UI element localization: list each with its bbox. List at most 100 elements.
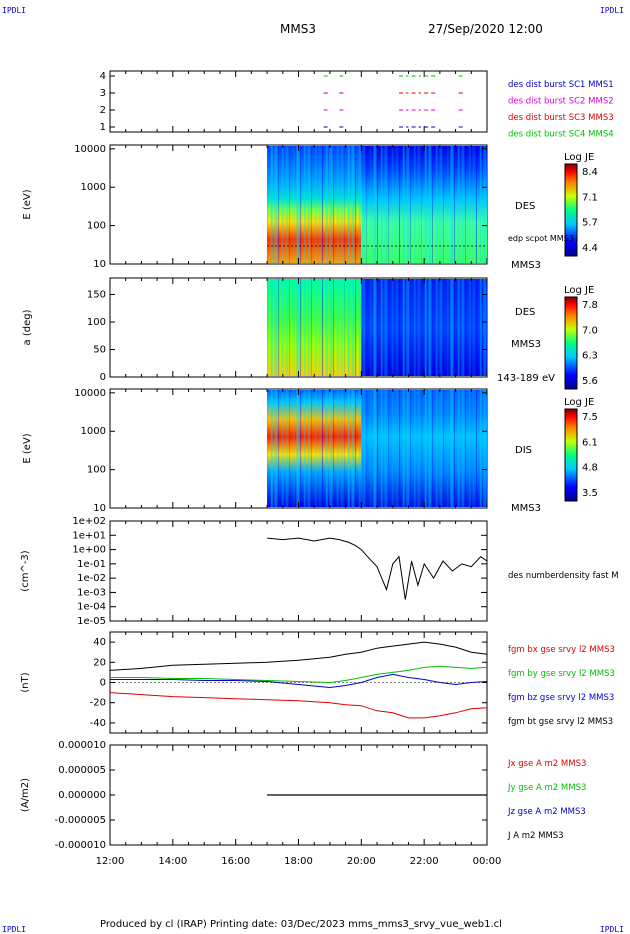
heatmap-streak [274,146,278,263]
heatmap-streak [446,146,449,263]
time-axis-label: 16:00 [221,856,250,867]
heatmap-streak [380,390,383,507]
heatmap-streak [476,146,478,263]
heatmap-streak [388,279,390,376]
heatmap-streak [417,146,421,263]
bfield-legend-item: fgm by gse srvy l2 MMS3 [508,669,615,679]
heatmap-streak [318,279,322,376]
heatmap-ytick-label: 100 [87,465,106,476]
heatmap-streak [296,279,300,376]
heatmap-streak [413,390,416,507]
bfield-ytick-label: 40 [93,637,106,648]
heatmap-ytick-label: 10000 [74,144,106,155]
density-ytick-label: 1e-01 [77,559,106,570]
heatmap-streak [432,390,434,507]
time-axis-label: 22:00 [410,856,439,867]
heatmap-streak [373,146,377,263]
dis-label: DIS [515,445,532,456]
heatmap-streak [329,390,333,507]
heatmap-streak [424,279,427,376]
plot-canvas: 1 2 3 4 des dist burst SC1 MMS1 des dist burs… [20,70,619,867]
heatmap-streak [428,279,432,376]
time-axis-label: 00:00 [473,856,502,867]
burst-panel-frame [109,70,488,133]
heatmap-streak [300,390,302,507]
heatmap-streak [446,279,449,376]
heatmap-streak [355,390,357,507]
heatmap-streak [395,279,399,376]
current-ytick-label: 0.000000 [58,790,106,801]
heatmap-streak [314,390,317,507]
datetime-title: 27/Sep/2020 12:00 [428,22,543,36]
heatmap-streak [421,146,423,263]
heatmap-streak [289,279,291,376]
bfield-legend-item: fgm bx gse srvy l2 MMS3 [508,645,615,655]
pa-energy-label: 143-189 eV [497,373,555,384]
time-axis-label: 18:00 [284,856,313,867]
heatmap-streak [307,146,311,263]
dis-mms3-label: MMS3 [511,503,541,514]
heatmap-streak [439,146,443,263]
heatmap-streak [465,390,467,507]
heatmap-streak [413,146,416,263]
heatmap-streak [270,146,273,263]
heatmap-streak [468,279,471,376]
heatmap-streak [344,279,346,376]
colorbar [564,408,578,502]
current-legend-item: Jx gse A m2 MMS3 [507,759,586,769]
heatmap-streak [439,390,443,507]
heatmap-streak [267,390,269,507]
heatmap-streak [307,390,311,507]
heatmap-ytick-label: 1000 [81,426,106,437]
heatmap-ytick-label: 10 [93,503,106,514]
density-ytick-label: 1e-03 [77,587,106,598]
heatmap-streak [479,146,482,263]
heatmap-streak [300,146,302,263]
heatmap-ytick-label: 150 [87,290,106,301]
burst-ytick-label: 1 [100,122,106,133]
heatmap-streak [443,390,445,507]
time-axis-label: 12:00 [96,856,125,867]
heatmap-streak [435,146,438,263]
current-ytick-label: 0.000010 [58,740,106,751]
colorbar-tick-label: 4.4 [582,243,598,254]
heatmap-streak [281,279,284,376]
heatmap-streak [402,146,405,263]
heatmap-streak [402,279,405,376]
heatmap-streak [347,390,350,507]
heatmap-streak [432,279,434,376]
bfield-legend-item: fgm bz gse srvy l2 MMS3 [508,693,614,703]
heatmap-ylabel: a (deg) [22,309,33,345]
heatmap-streak [406,146,410,263]
heatmap-streak [391,146,394,263]
heatmap-streak [384,146,388,263]
heatmap-streak [296,390,300,507]
heatmap-streak [428,390,432,507]
heatmap-streak [369,146,372,263]
heatmap-streak [384,390,388,507]
heatmap-streak [450,146,454,263]
heatmap-streak [410,390,412,507]
heatmap-streak [355,279,357,376]
heatmap-streak [450,390,454,507]
heatmap-streak [476,390,478,507]
heatmap-streak [318,146,322,263]
time-axis-label: 20:00 [347,856,376,867]
heatmap-streak [325,279,328,376]
heatmap-streak [457,279,460,376]
current-ytick-label: -0.000005 [55,815,106,826]
colorbar-tick-label: 8.4 [582,167,598,178]
bfield-legend-item: fgm bt gse srvy l2 MMS3 [508,717,613,727]
heatmap-streak [351,390,355,507]
heatmap-ylabel: E (eV) [22,433,33,463]
des-mms3-label: MMS3 [511,260,541,271]
colorbar-tick-label: 6.1 [582,437,598,448]
heatmap-streak [314,146,317,263]
heatmap-ylabel: E (eV) [22,189,33,219]
heatmap-streak [351,146,355,263]
density-ytick-label: 1e+01 [72,530,106,541]
colorbar-tick-label: 7.0 [582,325,598,336]
heatmap-streak [384,279,388,376]
heatmap-streak [362,146,366,263]
heatmap-streak [395,390,399,507]
